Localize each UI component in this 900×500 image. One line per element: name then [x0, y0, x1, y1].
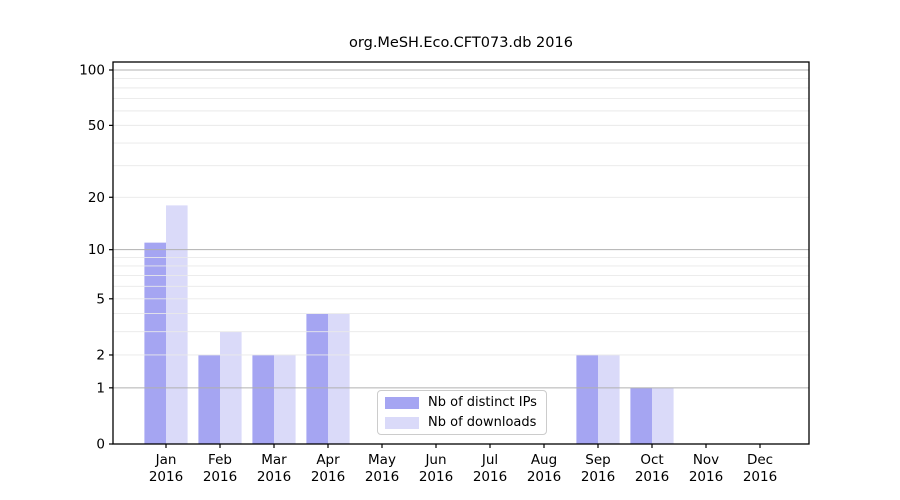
y-tick-label: 1	[96, 380, 105, 396]
bar-nb-of-distinct-ips	[306, 313, 328, 444]
y-tick-label: 20	[88, 190, 105, 206]
x-tick-label-month: Oct	[640, 452, 663, 468]
x-tick-label-month: Nov	[693, 452, 719, 468]
axis-frame	[112, 61, 810, 445]
x-tick-label-month: Mar	[261, 452, 287, 468]
chart-title: org.MeSH.Eco.CFT073.db 2016	[349, 35, 573, 51]
x-tick-label-year: 2016	[365, 469, 399, 485]
bar-nb-of-distinct-ips	[144, 242, 166, 444]
y-tick-label: 100	[79, 63, 105, 79]
bar-nb-of-downloads	[166, 205, 188, 444]
legend-swatch	[385, 416, 419, 429]
y-tick-label: 2	[96, 347, 105, 363]
bar-nb-of-downloads	[652, 387, 674, 444]
x-tick-label-month: Dec	[747, 452, 773, 468]
x-tick-label-year: 2016	[473, 469, 507, 485]
x-tick-label-month: Jul	[481, 452, 498, 468]
bar-nb-of-distinct-ips	[252, 354, 274, 444]
x-tick-label-year: 2016	[203, 469, 237, 485]
x-tick-label-month: Jun	[424, 452, 446, 468]
x-tick-label-year: 2016	[689, 469, 723, 485]
y-tick-label: 10	[88, 242, 105, 258]
y-tick-label: 0	[96, 437, 105, 453]
x-tick-label-month: Feb	[208, 452, 232, 468]
bar-nb-of-downloads	[598, 354, 620, 444]
x-tick-label-year: 2016	[419, 469, 453, 485]
legend-entry: Nb of downloads	[385, 415, 546, 430]
legend-entry: Nb of distinct IPs	[385, 395, 546, 410]
legend-label: Nb of downloads	[428, 415, 537, 430]
bar-nb-of-distinct-ips	[630, 387, 652, 444]
x-tick-label-month: Sep	[585, 452, 610, 468]
y-tick-label: 50	[88, 118, 105, 134]
x-tick-label-year: 2016	[257, 469, 291, 485]
bar-nb-of-distinct-ips	[198, 354, 220, 444]
legend-label: Nb of distinct IPs	[428, 395, 537, 410]
x-tick-label-year: 2016	[527, 469, 561, 485]
x-tick-label-year: 2016	[311, 469, 345, 485]
x-tick-label-year: 2016	[149, 469, 183, 485]
x-tick-label-month: Apr	[316, 452, 340, 468]
legend: Nb of distinct IPs Nb of downloads	[377, 390, 547, 435]
y-tick-label: 5	[96, 291, 105, 307]
x-tick-label-year: 2016	[743, 469, 777, 485]
bar-nb-of-downloads	[328, 313, 350, 444]
x-tick-label-month: Aug	[531, 452, 557, 468]
bar-nb-of-downloads	[274, 354, 296, 444]
bar-nb-of-distinct-ips	[576, 354, 598, 444]
legend-swatch	[385, 396, 419, 409]
x-tick-label-year: 2016	[635, 469, 669, 485]
x-tick-label-month: Jan	[155, 452, 177, 468]
x-tick-label-year: 2016	[581, 469, 615, 485]
x-tick-label-month: May	[368, 452, 396, 468]
